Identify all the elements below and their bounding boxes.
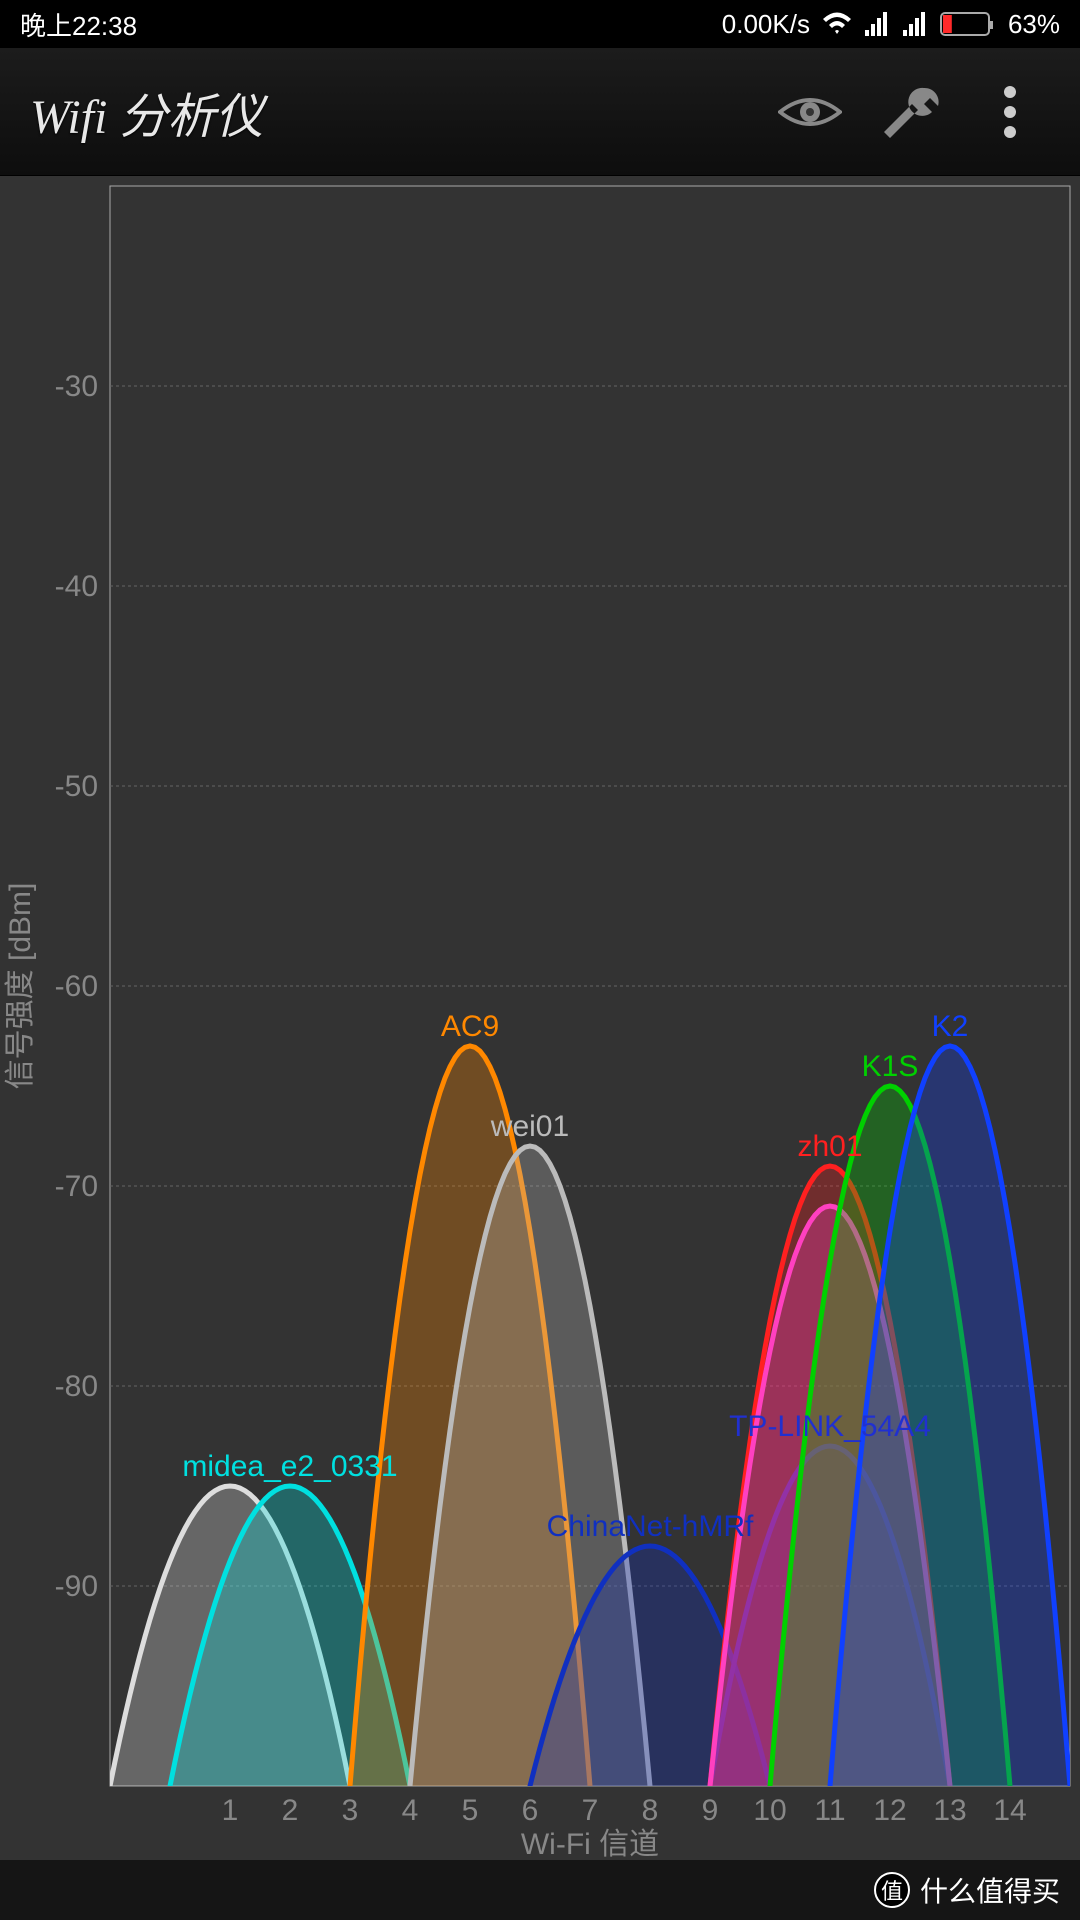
network-ssid-label: zh01 (797, 1130, 862, 1163)
status-bar: 晚上22:38 0.00K/s 63% (0, 0, 1080, 48)
x-tick-label: 3 (342, 1794, 359, 1827)
status-time: 晚上22:38 (20, 11, 137, 41)
x-tick-label: 4 (402, 1794, 419, 1827)
app-bar: Wifi 分析仪 (0, 48, 1080, 176)
y-tick-label: -70 (55, 1170, 98, 1203)
footer-text: 什么值得买 (920, 1870, 1060, 1910)
network-ssid-label: midea_e2_0331 (182, 1450, 397, 1483)
x-tick-label: 14 (993, 1794, 1026, 1827)
signal-icon-1 (864, 12, 890, 36)
chart-area: 信号强度 [dBm] Wi-Fi 信道 -30 -40 -50 -60 -70 -80 -90 1… (0, 176, 1080, 1860)
status-speed: 0.00K/s (722, 9, 810, 40)
x-tick-label: 2 (282, 1794, 299, 1827)
signal-icon-2 (902, 12, 928, 36)
wifi-icon (822, 12, 852, 36)
x-axis-label: Wi-Fi 信道 (521, 1828, 659, 1860)
y-tick-label: -60 (55, 970, 98, 1003)
wifi-channel-chart: 信号强度 [dBm] Wi-Fi 信道 -30 -40 -50 -60 -70 -80 -90 1… (0, 176, 1080, 1860)
x-tick-label: 9 (702, 1794, 719, 1827)
network-ssid-label: TP-LINK_54A4 (729, 1410, 931, 1443)
footer-badge: 值 (874, 1872, 910, 1908)
x-tick-label: 1 (222, 1794, 239, 1827)
y-tick-label: -40 (55, 570, 98, 603)
x-tick-label: 8 (642, 1794, 659, 1827)
y-tick-label: -90 (55, 1570, 98, 1603)
battery-icon (940, 11, 996, 37)
x-tick-label: 13 (933, 1794, 966, 1827)
y-axis-label: 信号强度 [dBm] (4, 883, 37, 1090)
app-title: Wifi 分析仪 (30, 77, 750, 147)
more-icon[interactable] (970, 72, 1050, 152)
x-tick-label: 7 (582, 1794, 599, 1827)
y-tick-label: -50 (55, 770, 98, 803)
y-tick-label: -30 (55, 370, 98, 403)
network-ssid-label: K1S (862, 1050, 919, 1083)
network-ssid-label: ChinaNet-hMRf (547, 1510, 754, 1543)
network-ssid-label: AC9 (441, 1010, 499, 1043)
x-tick-label: 11 (814, 1794, 845, 1827)
battery-pct: 63% (1008, 9, 1060, 40)
wrench-icon[interactable] (870, 72, 950, 152)
footer-watermark: 值 什么值得买 (0, 1860, 1080, 1920)
x-tick-label: 10 (753, 1794, 786, 1827)
y-tick-label: -80 (55, 1370, 98, 1403)
network-ssid-label: K2 (932, 1010, 969, 1043)
network-ssid-label: wei01 (490, 1110, 569, 1143)
status-right: 0.00K/s 63% (722, 9, 1060, 40)
x-tick-label: 6 (522, 1794, 539, 1827)
x-tick-label: 12 (873, 1794, 906, 1827)
eye-icon[interactable] (770, 72, 850, 152)
x-tick-label: 5 (462, 1794, 479, 1827)
